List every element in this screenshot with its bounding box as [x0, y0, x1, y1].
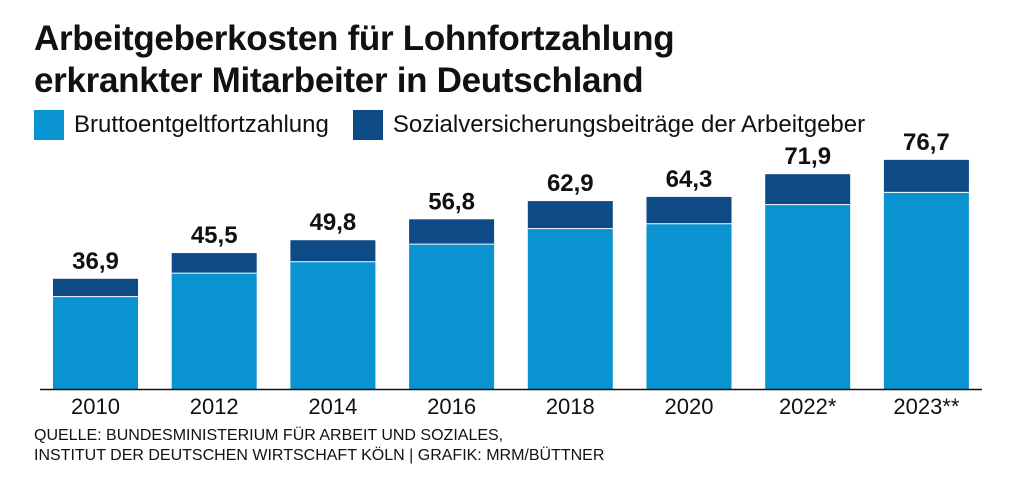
chart-title-line-1: Arbeitgeberkosten für Lohnfortzahlung [34, 19, 675, 58]
bar-sozial-2012 [171, 253, 257, 274]
x-tick-label-2022: 2022* [779, 394, 837, 419]
x-tick-label-2023: 2023** [893, 394, 960, 419]
total-label-2023: 76,7 [903, 129, 950, 156]
x-tick-label-2012: 2012 [190, 394, 239, 419]
bar-brutto-2012 [171, 273, 257, 389]
x-tick-label-2016: 2016 [427, 394, 476, 419]
x-tick-label-2014: 2014 [308, 394, 357, 419]
bar-brutto-2010 [53, 296, 138, 389]
source-line-2: INSTITUT DER DEUTSCHEN WIRTSCHAFT KÖLN |… [34, 447, 605, 464]
bar-brutto-2023 [883, 192, 969, 389]
bar-brutto-2016 [409, 244, 495, 389]
bar-brutto-2020 [646, 223, 732, 389]
bar-sozial-2010 [53, 278, 138, 297]
legend-item-sozial: Sozialversicherungsbeiträge der Arbeitge… [352, 110, 866, 140]
total-label-2022: 71,9 [784, 143, 831, 170]
legend: Bruttoentgeltfortzahlung Sozialversicher… [34, 110, 889, 140]
legend-label-sozial: Sozialversicherungsbeiträge der Arbeitge… [392, 111, 866, 138]
bar-sozial-2016 [409, 219, 495, 245]
total-label-2014: 49,8 [310, 209, 357, 236]
bar-brutto-2022 [765, 204, 851, 389]
x-tick-label-2010: 2010 [71, 394, 120, 419]
total-label-2012: 45,5 [191, 222, 238, 249]
total-label-2020: 64,3 [666, 166, 713, 193]
bar-brutto-2014 [290, 261, 376, 389]
x-tick-label-2020: 2020 [665, 394, 714, 419]
legend-label-brutto: Bruttoentgeltfortzahlung [74, 111, 329, 138]
legend-swatch-sozial [352, 110, 383, 140]
x-tick-label-2018: 2018 [546, 394, 595, 419]
chart-title-line-2: erkrankter Mitarbeiter in Deutschland [34, 61, 644, 100]
total-label-2016: 56,8 [428, 188, 475, 215]
legend-swatch-brutto [34, 110, 64, 140]
chart-title: Arbeitgeberkosten für Lohnfortzahlung er… [34, 18, 675, 102]
bar-sozial-2018 [527, 201, 613, 229]
bar-sozial-2022 [765, 174, 851, 205]
bar-sozial-2023 [883, 159, 969, 193]
source-line-1: QUELLE: BUNDESMINISTERIUM FÜR ARBEIT UND… [34, 427, 504, 444]
total-label-2010: 36,9 [72, 248, 119, 275]
total-label-2018: 62,9 [547, 170, 594, 197]
bar-sozial-2020 [646, 196, 732, 224]
legend-item-brutto: Bruttoentgeltfortzahlung [34, 110, 329, 140]
bar-brutto-2018 [527, 228, 613, 389]
source-note: QUELLE: BUNDESMINISTERIUM FÜR ARBEIT UND… [34, 426, 604, 466]
bar-sozial-2014 [290, 240, 376, 262]
